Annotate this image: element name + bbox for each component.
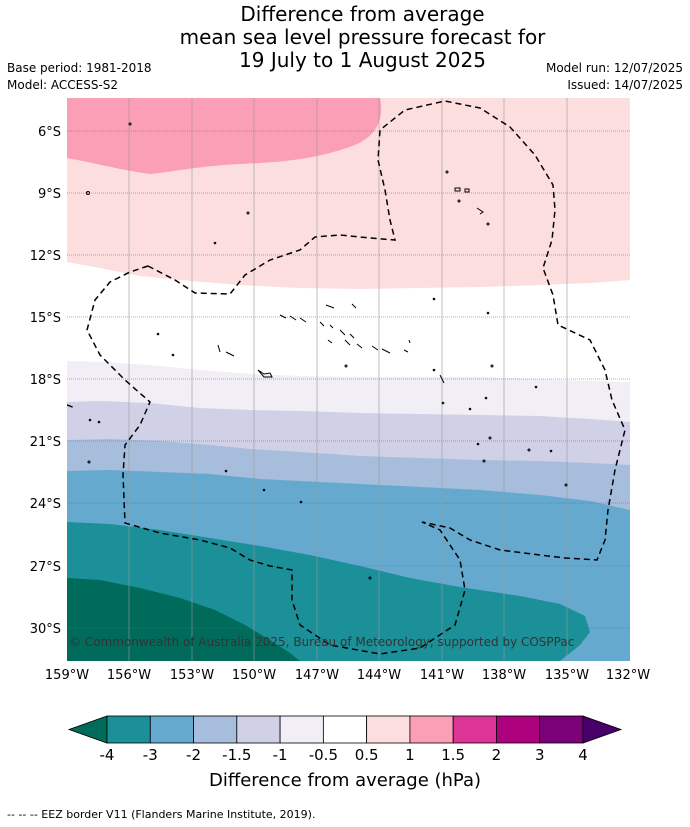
lat-label: 15°S bbox=[30, 311, 61, 326]
colorbar-tick-label: -4 bbox=[100, 746, 115, 764]
contour-band-1-1.5 bbox=[67, 98, 382, 174]
lat-label: 27°S bbox=[30, 560, 61, 575]
colorbar-segment bbox=[149, 715, 194, 744]
colorbar-segment bbox=[106, 715, 151, 744]
title-line-2: mean sea level pressure forecast for bbox=[179, 25, 546, 49]
eez-legend-note: -- -- -- EEZ border V11 (Flanders Marine… bbox=[7, 808, 316, 821]
base-period: Base period: 1981-2018 bbox=[7, 61, 152, 75]
model-run: Model run: 12/07/2025 bbox=[545, 61, 683, 75]
colorbar-segment bbox=[236, 715, 281, 744]
lon-label: 150°W bbox=[232, 668, 276, 683]
colorbar-extend-low bbox=[67, 715, 108, 744]
map-panel: © Commonwealth of Australia 2025, Bureau… bbox=[67, 98, 630, 661]
lon-label: 153°W bbox=[170, 668, 214, 683]
colorbar-label: Difference from average (hPa) bbox=[208, 770, 482, 791]
eez-border-west bbox=[67, 404, 76, 409]
colorbar-tick-label: 4 bbox=[578, 746, 588, 764]
colorbar-tick-label: -1 bbox=[273, 746, 288, 764]
colorbar: -4 -3 -2 -1.5 -1 -0.5 0.5 1 1.5 2 3 4 bbox=[67, 715, 623, 764]
eez-borders bbox=[67, 100, 626, 655]
lon-label: 144°W bbox=[357, 668, 401, 683]
colorbar-tick-label: -3 bbox=[143, 746, 158, 764]
lon-label: 138°W bbox=[482, 668, 526, 683]
colorbar-tick-label: 1.5 bbox=[441, 746, 465, 764]
colorbar-tick-label: 3 bbox=[535, 746, 545, 764]
title-line-3: 19 July to 1 August 2025 bbox=[239, 48, 486, 72]
lon-label: 156°W bbox=[107, 668, 151, 683]
lon-label: 135°W bbox=[545, 668, 589, 683]
issued-date: Issued: 14/07/2025 bbox=[567, 78, 683, 92]
colorbar-segment bbox=[409, 715, 454, 744]
lat-label: 9°S bbox=[38, 187, 61, 202]
title-line-1: Difference from average bbox=[240, 2, 485, 26]
eez-border-french-polynesia bbox=[147, 100, 626, 561]
colorbar-segment bbox=[322, 715, 368, 744]
lat-label: 30°S bbox=[30, 622, 61, 637]
lon-label: 141°W bbox=[420, 668, 464, 683]
lat-label: 24°S bbox=[30, 497, 61, 512]
colorbar-tick-label: -2 bbox=[186, 746, 201, 764]
colorbar-segment bbox=[279, 715, 324, 744]
colorbar-segment bbox=[452, 715, 497, 744]
colorbar-tick-label: -1.5 bbox=[222, 746, 251, 764]
colorbar-extend-high bbox=[582, 715, 623, 744]
colorbar-tick-label: 1 bbox=[405, 746, 415, 764]
lat-label: 12°S bbox=[30, 249, 61, 264]
lon-labels: 159°W 156°W 153°W 150°W 147°W 144°W 141°… bbox=[45, 668, 650, 683]
colorbar-segment bbox=[496, 715, 541, 744]
eez-border-cook-islands bbox=[86, 265, 466, 655]
colorbar-segment bbox=[193, 715, 238, 744]
colorbar-segment bbox=[539, 715, 584, 744]
islands bbox=[86, 122, 568, 580]
contour-band-below-neg4 bbox=[67, 578, 300, 661]
colorbar-segment bbox=[366, 715, 411, 744]
model-name: Model: ACCESS-S2 bbox=[7, 78, 119, 92]
copyright-text: © Commonwealth of Australia 2025, Bureau… bbox=[69, 635, 574, 649]
lat-labels: 6°S 9°S 12°S 15°S 18°S 21°S 24°S 27°S 30… bbox=[30, 125, 61, 637]
colorbar-tick-label: -0.5 bbox=[309, 746, 338, 764]
lat-label: 18°S bbox=[30, 373, 61, 388]
lat-label: 21°S bbox=[30, 435, 61, 450]
map-gridlines bbox=[67, 98, 630, 661]
lon-label: 132°W bbox=[606, 668, 650, 683]
lon-label: 159°W bbox=[45, 668, 89, 683]
colorbar-tick-label: 0.5 bbox=[355, 746, 379, 764]
lat-label: 6°S bbox=[38, 125, 61, 140]
lon-label: 147°W bbox=[295, 668, 339, 683]
colorbar-tick-label: 2 bbox=[492, 746, 502, 764]
